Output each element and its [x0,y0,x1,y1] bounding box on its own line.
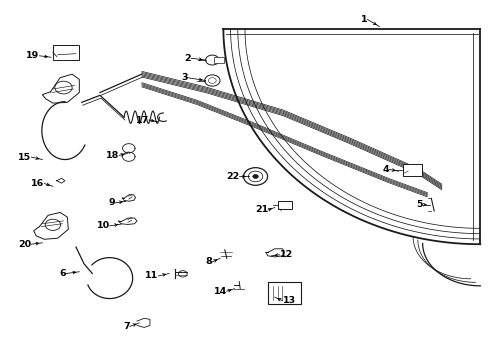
Text: 6: 6 [60,269,66,278]
Text: 2: 2 [185,54,191,63]
FancyBboxPatch shape [53,45,79,60]
Text: 7: 7 [123,322,130,331]
Text: 19: 19 [26,51,40,60]
Text: 8: 8 [206,257,212,266]
Text: 1: 1 [361,15,368,24]
FancyBboxPatch shape [268,282,301,304]
Text: 16: 16 [31,179,44,188]
Circle shape [253,174,258,179]
Text: 15: 15 [18,153,31,162]
Text: 20: 20 [18,240,31,249]
FancyBboxPatch shape [214,57,224,63]
Text: 13: 13 [282,296,295,305]
Text: 17: 17 [136,116,149,125]
Polygon shape [42,74,79,103]
Text: 22: 22 [226,172,239,181]
FancyBboxPatch shape [278,201,292,209]
Text: 4: 4 [382,165,389,174]
Text: 5: 5 [416,200,423,209]
Polygon shape [34,212,68,239]
Polygon shape [122,195,136,201]
Text: 14: 14 [214,287,227,296]
Polygon shape [118,218,137,224]
Text: 21: 21 [255,206,268,215]
Text: 3: 3 [181,73,187,82]
Text: 11: 11 [146,271,159,280]
Text: 12: 12 [280,250,293,259]
Polygon shape [266,249,284,257]
FancyBboxPatch shape [402,164,422,176]
Polygon shape [137,318,150,328]
Polygon shape [57,178,65,183]
Text: 9: 9 [109,198,115,207]
Text: 18: 18 [106,151,119,160]
Text: 10: 10 [97,221,110,230]
